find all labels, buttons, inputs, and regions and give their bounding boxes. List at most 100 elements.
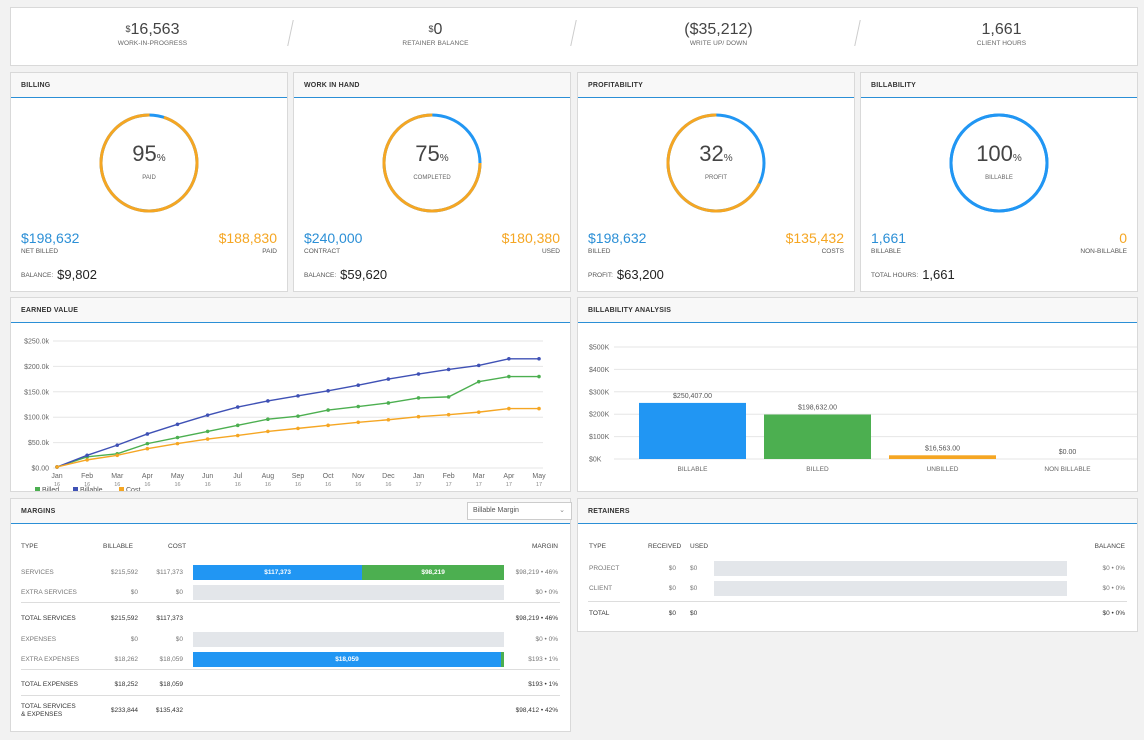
y-tick-label: $150.0k xyxy=(24,389,49,396)
row-margin: $193 • 1% xyxy=(528,681,558,688)
summary-label: CLIENT HOURS xyxy=(976,40,1027,47)
row-cost: $117,373 xyxy=(156,615,183,622)
row-billable: $233,844 xyxy=(110,707,138,714)
legend-swatch xyxy=(119,487,124,492)
data-point-billable xyxy=(356,383,361,387)
row-divider xyxy=(21,695,560,696)
bar-billable xyxy=(639,402,746,459)
balance-label: TOTAL HOURS: xyxy=(871,272,919,279)
summary-bar: $16,563 WORK-IN-PROGRESS $0 RETAINER BAL… xyxy=(10,7,1138,66)
retainers-panel: RETAINERS TYPE RECEIVED USED BALANCE PRO… xyxy=(577,498,1138,632)
donut-ring xyxy=(99,113,199,213)
col-header-cost: COST xyxy=(168,543,187,550)
x-tick-sublabel: 16 xyxy=(144,482,150,488)
summary-write-up-down[interactable]: ($35,212) WRITE UP/ DOWN xyxy=(577,13,860,62)
bar-value-label: $198,632.00 xyxy=(798,405,837,412)
row-cost: $18,059 xyxy=(159,656,184,663)
summary-client-hours[interactable]: 1,661 CLIENT HOURS xyxy=(860,13,1143,62)
data-point-cost xyxy=(446,412,451,417)
right-value: $180,380 xyxy=(501,230,560,246)
left-value: 1,661 xyxy=(871,230,907,246)
data-point-billed xyxy=(266,417,270,422)
x-tick-sublabel: 16 xyxy=(205,482,211,488)
retainer-bar xyxy=(714,561,1067,576)
data-point-cost xyxy=(266,429,270,434)
data-point-billable xyxy=(115,443,120,447)
data-point-billed xyxy=(416,396,421,400)
data-point-billable xyxy=(175,422,180,427)
data-point-billed xyxy=(145,441,150,446)
balance-value: $63,200 xyxy=(616,267,664,282)
data-point-billable xyxy=(446,367,451,372)
margin-bar-margin xyxy=(500,652,504,667)
data-point-billable xyxy=(416,372,421,376)
row-type: EXTRA SERVICES xyxy=(21,589,77,596)
summary-retainer-balance[interactable]: $0 RETAINER BALANCE xyxy=(294,13,577,62)
row-balance: $0 • 0% xyxy=(1102,585,1125,592)
summary-prefix: ($ xyxy=(684,21,699,38)
data-point-billed xyxy=(175,435,180,440)
row-type: PROJECT xyxy=(589,565,620,572)
x-tick-label: Sep xyxy=(292,473,305,480)
panel-title: BILLABILITY ANALYSIS xyxy=(578,298,1137,323)
x-tick-sublabel: 16 xyxy=(235,482,241,488)
card-work-in-hand: WORK IN HAND 75% COMPLETED $240,000 $180… xyxy=(293,72,571,292)
x-tick-sublabel: 16 xyxy=(295,482,301,488)
row-type: TOTAL SERVICES xyxy=(21,615,76,622)
row-type: EXTRA EXPENSES xyxy=(21,656,80,663)
x-tick-sublabel: 17 xyxy=(446,482,452,488)
card-profitability: PROFITABILITY 32% PROFIT $198,632 $135,4… xyxy=(577,72,855,292)
right-label: COSTS xyxy=(821,248,844,255)
x-tick-label: Jan xyxy=(413,473,424,480)
row-billable: $215,592 xyxy=(110,615,138,622)
data-point-billed xyxy=(537,374,541,379)
summary-wip[interactable]: $16,563 WORK-IN-PROGRESS xyxy=(11,13,294,62)
x-tick-sublabel: 16 xyxy=(174,482,180,488)
bar-value-label: $0.00 xyxy=(1059,449,1077,456)
data-point-cost xyxy=(175,441,180,446)
donut-ring xyxy=(666,113,766,213)
data-point-billable xyxy=(266,399,270,403)
y-tick-label: $100K xyxy=(589,434,610,441)
donut-label: PROFIT xyxy=(705,175,727,181)
bar-billed xyxy=(764,414,871,459)
bar-label: $18,059 xyxy=(335,656,359,663)
y-tick-label: $500K xyxy=(589,345,610,352)
x-tick-label: Apr xyxy=(503,473,515,480)
card-billing: BILLING 95% PAID $198,632 $188,830 NET B… xyxy=(10,72,288,292)
x-tick-sublabel: 16 xyxy=(54,482,60,488)
summary-label: WRITE UP/ DOWN xyxy=(689,40,748,47)
x-tick-label: Aug xyxy=(262,473,275,480)
earned-value-chart: $0.00 $50.0k $100.0k $150.0k $200.0k $250.0k J… xyxy=(24,339,546,495)
x-category-label: BILLED xyxy=(806,466,829,473)
right-label: PAID xyxy=(262,248,277,255)
row-type: EXPENSES xyxy=(21,636,57,643)
x-tick-sublabel: 16 xyxy=(385,482,391,488)
row-received: $0 xyxy=(668,585,676,592)
donut-label: PAID xyxy=(142,175,156,181)
data-point-cost xyxy=(85,458,89,462)
left-label: CONTRACT xyxy=(304,248,341,255)
row-margin: $193 • 1% xyxy=(528,656,558,663)
row-margin: $98,219 • 46% xyxy=(515,615,558,622)
data-point-billed xyxy=(356,404,361,409)
data-point-billed xyxy=(205,429,210,434)
data-point-cost xyxy=(416,414,421,419)
row-divider xyxy=(21,669,560,670)
col-header-balance: BALANCE xyxy=(1094,543,1125,550)
x-tick-sublabel: 16 xyxy=(84,482,90,488)
row-type: CLIENT xyxy=(589,585,613,592)
row-margin: $98,412 • 42% xyxy=(515,707,558,714)
x-tick-sublabel: 17 xyxy=(506,482,512,488)
row-billable: $18,252 xyxy=(114,681,139,688)
y-tick-label: $0K xyxy=(589,457,602,464)
data-point-billed xyxy=(296,414,300,418)
data-point-cost xyxy=(115,453,120,458)
data-point-cost xyxy=(537,406,541,411)
margin-type-select[interactable]: Billable Margin ⌄ xyxy=(467,502,572,520)
billability-analysis-panel: BILLABILITY ANALYSIS $0K $100K $200K $300K $… xyxy=(577,297,1138,492)
y-tick-label: $100.0k xyxy=(24,415,49,422)
data-point-billed xyxy=(507,374,511,379)
row-divider xyxy=(588,601,1127,602)
x-tick-sublabel: 16 xyxy=(355,482,361,488)
